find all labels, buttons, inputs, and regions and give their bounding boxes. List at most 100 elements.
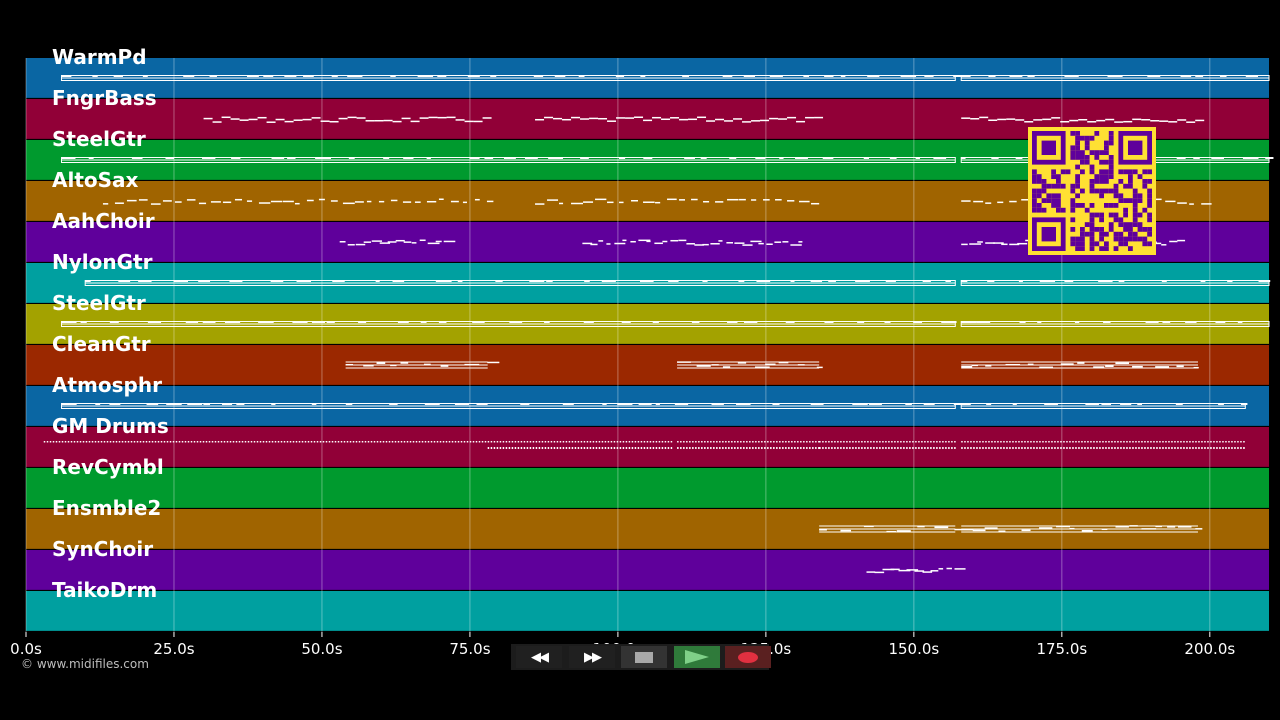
qr-module [1075, 203, 1080, 208]
qr-module [1089, 227, 1095, 232]
note [1009, 243, 1020, 246]
note [664, 447, 667, 449]
note [1060, 447, 1062, 449]
note [622, 447, 625, 449]
qr-module [1080, 203, 1085, 208]
note [334, 441, 337, 443]
note [293, 119, 303, 121]
qr-module [1070, 145, 1076, 151]
note [210, 201, 221, 203]
note [524, 157, 538, 159]
qr-module [1113, 188, 1119, 194]
note [710, 441, 712, 443]
rewind-button[interactable]: ◀◀ [516, 646, 562, 668]
note [114, 202, 124, 204]
note [198, 280, 211, 282]
note [1090, 441, 1092, 443]
note [330, 200, 338, 202]
qr-module [1137, 227, 1143, 232]
note [942, 447, 944, 449]
note [1015, 119, 1025, 121]
note [873, 447, 875, 449]
note [361, 441, 364, 443]
note [508, 447, 511, 449]
note [755, 157, 766, 159]
note [689, 441, 691, 443]
note [670, 239, 679, 242]
note [1081, 441, 1083, 443]
note [715, 201, 724, 203]
note [289, 441, 292, 443]
note [370, 441, 373, 443]
note [1225, 447, 1227, 449]
qr-module [1032, 203, 1037, 208]
qr-module [1142, 207, 1148, 213]
note [173, 280, 188, 282]
note [785, 321, 795, 323]
note [674, 403, 689, 405]
note [52, 441, 55, 443]
note [209, 75, 217, 77]
note [1039, 527, 1053, 529]
note [454, 441, 457, 443]
note [387, 241, 397, 243]
note [863, 157, 869, 159]
note [843, 441, 845, 443]
note [716, 441, 718, 443]
note [257, 116, 267, 119]
note [1222, 441, 1224, 443]
qr-module [1118, 241, 1124, 247]
note [686, 447, 688, 449]
note [764, 447, 766, 449]
note [1222, 447, 1224, 449]
note [316, 441, 319, 443]
note [571, 202, 583, 205]
note [751, 199, 757, 201]
note [1228, 447, 1230, 449]
note [857, 321, 865, 323]
note [1145, 321, 1159, 323]
qr-module [1060, 183, 1066, 189]
note [1242, 157, 1259, 159]
record-button[interactable] [725, 646, 771, 668]
note [680, 447, 682, 449]
note [987, 280, 995, 282]
note [1144, 447, 1146, 449]
qr-module [1099, 246, 1104, 251]
note [1177, 202, 1187, 204]
note [625, 441, 628, 443]
stop-button[interactable] [621, 646, 667, 668]
note [1018, 447, 1020, 449]
qr-module [1104, 145, 1109, 151]
note [303, 75, 314, 77]
qr-module [1118, 179, 1124, 184]
qr-module [1123, 236, 1128, 242]
note [115, 441, 118, 443]
track-label: SteelGtr [52, 127, 146, 151]
play-button[interactable] [674, 646, 720, 668]
note [1099, 441, 1101, 443]
qr-module [1094, 174, 1100, 179]
note [1084, 447, 1086, 449]
note [514, 447, 517, 449]
note [977, 241, 983, 243]
note [897, 447, 899, 449]
note [961, 441, 963, 443]
qr-module [1041, 198, 1047, 203]
note [718, 240, 723, 242]
note [936, 441, 938, 443]
note [776, 441, 778, 443]
qr-module [1080, 135, 1085, 141]
note [1195, 528, 1203, 530]
fast-forward-button[interactable]: ▶▶ [569, 646, 615, 668]
note [1207, 447, 1209, 449]
qr-module [1070, 207, 1076, 213]
note [679, 118, 689, 121]
note [1171, 441, 1173, 443]
note [993, 242, 1004, 244]
qr-module [1137, 236, 1143, 242]
qr-module [1108, 164, 1114, 170]
qr-module [1099, 212, 1104, 218]
note [270, 200, 283, 203]
note [520, 447, 523, 449]
